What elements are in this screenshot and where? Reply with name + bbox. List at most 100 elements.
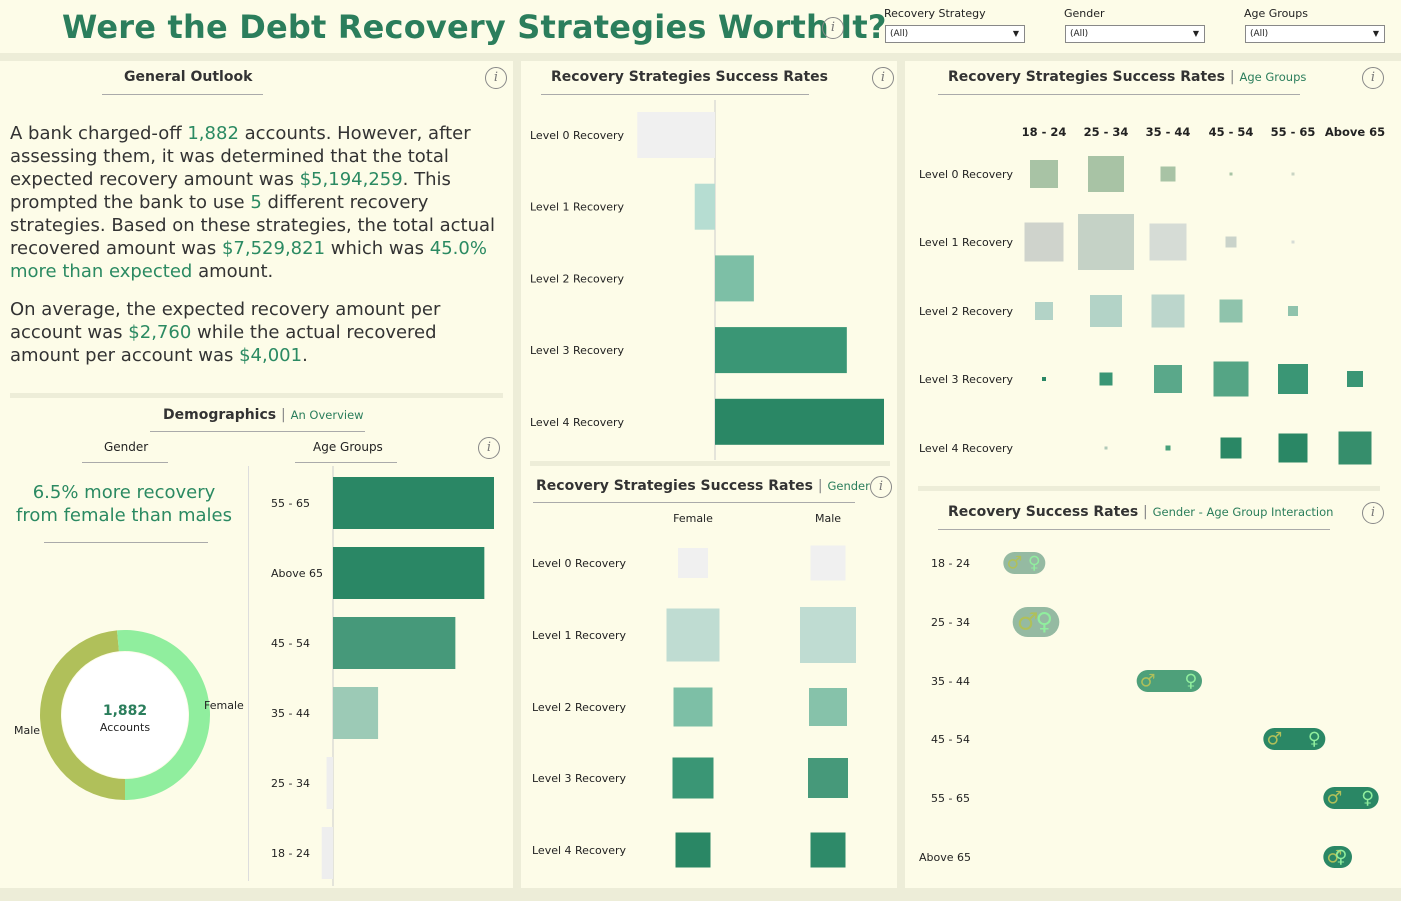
interaction-tick-label: 18 - 24 [931,557,970,570]
gender-heatmap-title: Recovery Strategies Success Rates | Gend… [536,478,870,494]
heatmap-cell [1165,445,1171,451]
heatmap-cell [1229,172,1233,176]
heatmap-cell [1291,240,1295,244]
column-header: Male [815,512,841,525]
interaction-tick-label: 45 - 54 [931,733,970,746]
filter-select-age[interactable]: (All) ▼ [1245,25,1385,43]
strategy-tick-label: Level 4 Recovery [530,416,625,429]
heatmap-cell [1104,446,1108,450]
heatmap-cell [1090,295,1122,327]
gender-insight-text: 6.5% more recovery from female than male… [15,482,233,526]
column-header: 18 - 24 [1022,125,1067,139]
heatmap-cell [1151,294,1185,328]
filter-select-strategy[interactable]: (All) ▼ [885,25,1025,43]
column-header: 35 - 44 [1146,125,1191,139]
strategy-gender-heatmap: Female Male Level 0 Recovery Level 1 Recove… [532,512,856,868]
title-underline [533,502,855,503]
interaction-capsule [1003,552,1046,574]
page-title: Were the Debt Recovery Strategies Worth … [62,8,887,46]
strategy-bar [715,398,884,445]
female-marker: ♀ [1028,554,1041,574]
column-header: 25 - 34 [1084,125,1129,139]
interaction-tick-label: 55 - 65 [931,792,970,805]
row-label: Level 2 Recovery [919,305,1014,318]
heatmap-cell [1213,361,1249,397]
row-label: Level 4 Recovery [919,442,1014,455]
female-marker: ♀ [1036,608,1054,636]
donut-slice-female [117,630,210,800]
chevron-down-icon: ▼ [1372,29,1379,38]
heatmap-cell [1078,214,1134,270]
heatmap-cell [673,687,713,727]
demographics-title: Demographics | An Overview [163,407,364,423]
general-outlook-title: General Outlook [124,69,253,85]
male-marker: ♂ [1017,608,1039,636]
column-separator-2 [897,61,905,891]
heatmap-cell [1225,236,1237,248]
row-label: Level 3 Recovery [919,373,1014,386]
outlook-paragraph-2: On average, the expected recovery amount… [10,299,441,366]
heatmap-cell [1278,364,1308,394]
column-separator-1 [513,61,521,891]
male-marker: ♂ [1326,848,1342,868]
male-marker: ♂ [1006,554,1022,574]
info-icon[interactable]: i [870,476,892,498]
age-bar [321,827,333,879]
heatmap-cell [678,548,708,578]
title-underline [102,94,263,95]
title-underline [150,431,365,432]
heatmap-cell [1219,299,1243,323]
filter-value-age: (All) [1250,29,1269,39]
heatmap-cell [1338,431,1372,465]
age-bar [326,757,333,809]
filter-select-gender[interactable]: (All) ▼ [1065,25,1205,43]
filter-label-strategy: Recovery Strategy [884,7,986,20]
interaction-capsule [1012,607,1060,637]
heatmap-cell [1149,223,1187,261]
age-tick-label: 35 - 44 [271,707,310,720]
donut-hole [62,652,188,778]
info-icon[interactable]: i [485,67,507,89]
info-icon[interactable]: i [1362,67,1384,89]
title-underline [938,529,1330,530]
info-icon[interactable]: i [872,67,894,89]
heatmap-cell [810,832,846,868]
right-separator [918,486,1380,491]
column-header: Above 65 [1325,125,1385,139]
header-underline [82,462,168,463]
row-label: Level 4 Recovery [532,844,627,857]
mid-separator [530,461,890,466]
female-marker: ♀ [1335,848,1348,868]
info-icon[interactable]: i [478,437,500,459]
heatmap-cell [809,688,847,726]
row-label: Level 3 Recovery [532,772,627,785]
filter-label-age: Age Groups [1244,7,1308,20]
chevron-down-icon: ▼ [1012,29,1019,38]
heatmap-cell [1030,160,1058,188]
heatmap-cell [1042,377,1046,381]
male-marker: ♂ [1266,730,1282,750]
interaction-tick-label: 35 - 44 [931,675,970,688]
chevron-down-icon: ▼ [1192,29,1199,38]
title-underline [938,94,1300,95]
interaction-tick-label: 25 - 34 [931,616,970,629]
info-icon[interactable]: i [1362,502,1384,524]
heatmap-cell [1035,302,1053,320]
row-label: Level 0 Recovery [532,557,627,570]
heatmap-cell [1291,172,1295,176]
age-groups-header: Age Groups [313,440,383,454]
heatmap-cell [810,545,846,581]
footer-separator [0,888,1401,901]
heatmap-cell [672,757,714,799]
donut-label-female: Female [204,699,244,712]
female-marker: ♀ [1308,730,1321,750]
heatmap-cell [1288,306,1298,316]
info-icon[interactable]: i [822,17,844,39]
heatmap-cell [1099,372,1113,386]
filter-label-gender: Gender [1064,7,1105,20]
header-separator [0,53,1401,61]
interaction-chart-title: Recovery Success Rates | Gender - Age Gr… [948,504,1334,520]
donut-slice-male [39,630,125,800]
age-tick-label: 55 - 65 [271,497,310,510]
age-bar [333,477,494,529]
